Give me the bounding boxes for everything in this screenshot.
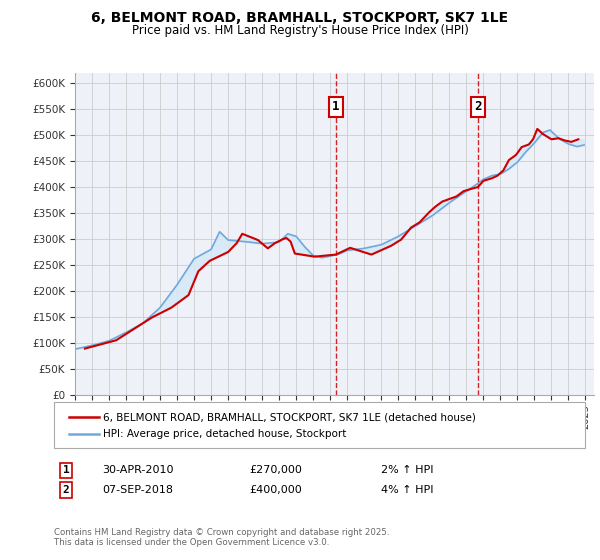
Text: £400,000: £400,000 — [249, 485, 302, 495]
Text: 30-APR-2010: 30-APR-2010 — [102, 465, 173, 475]
Text: Price paid vs. HM Land Registry's House Price Index (HPI): Price paid vs. HM Land Registry's House … — [131, 24, 469, 37]
Text: 2: 2 — [474, 100, 482, 113]
Text: £270,000: £270,000 — [249, 465, 302, 475]
Text: 2: 2 — [62, 485, 70, 495]
Text: 07-SEP-2018: 07-SEP-2018 — [102, 485, 173, 495]
Text: 1: 1 — [332, 100, 340, 113]
Text: 1: 1 — [62, 465, 70, 475]
Text: 4% ↑ HPI: 4% ↑ HPI — [381, 485, 433, 495]
Text: Contains HM Land Registry data © Crown copyright and database right 2025.
This d: Contains HM Land Registry data © Crown c… — [54, 528, 389, 547]
Text: 6, BELMONT ROAD, BRAMHALL, STOCKPORT, SK7 1LE: 6, BELMONT ROAD, BRAMHALL, STOCKPORT, SK… — [91, 11, 509, 25]
Text: 2% ↑ HPI: 2% ↑ HPI — [381, 465, 433, 475]
Text: 6, BELMONT ROAD, BRAMHALL, STOCKPORT, SK7 1LE (detached house): 6, BELMONT ROAD, BRAMHALL, STOCKPORT, SK… — [103, 412, 476, 422]
Text: HPI: Average price, detached house, Stockport: HPI: Average price, detached house, Stoc… — [103, 429, 347, 439]
